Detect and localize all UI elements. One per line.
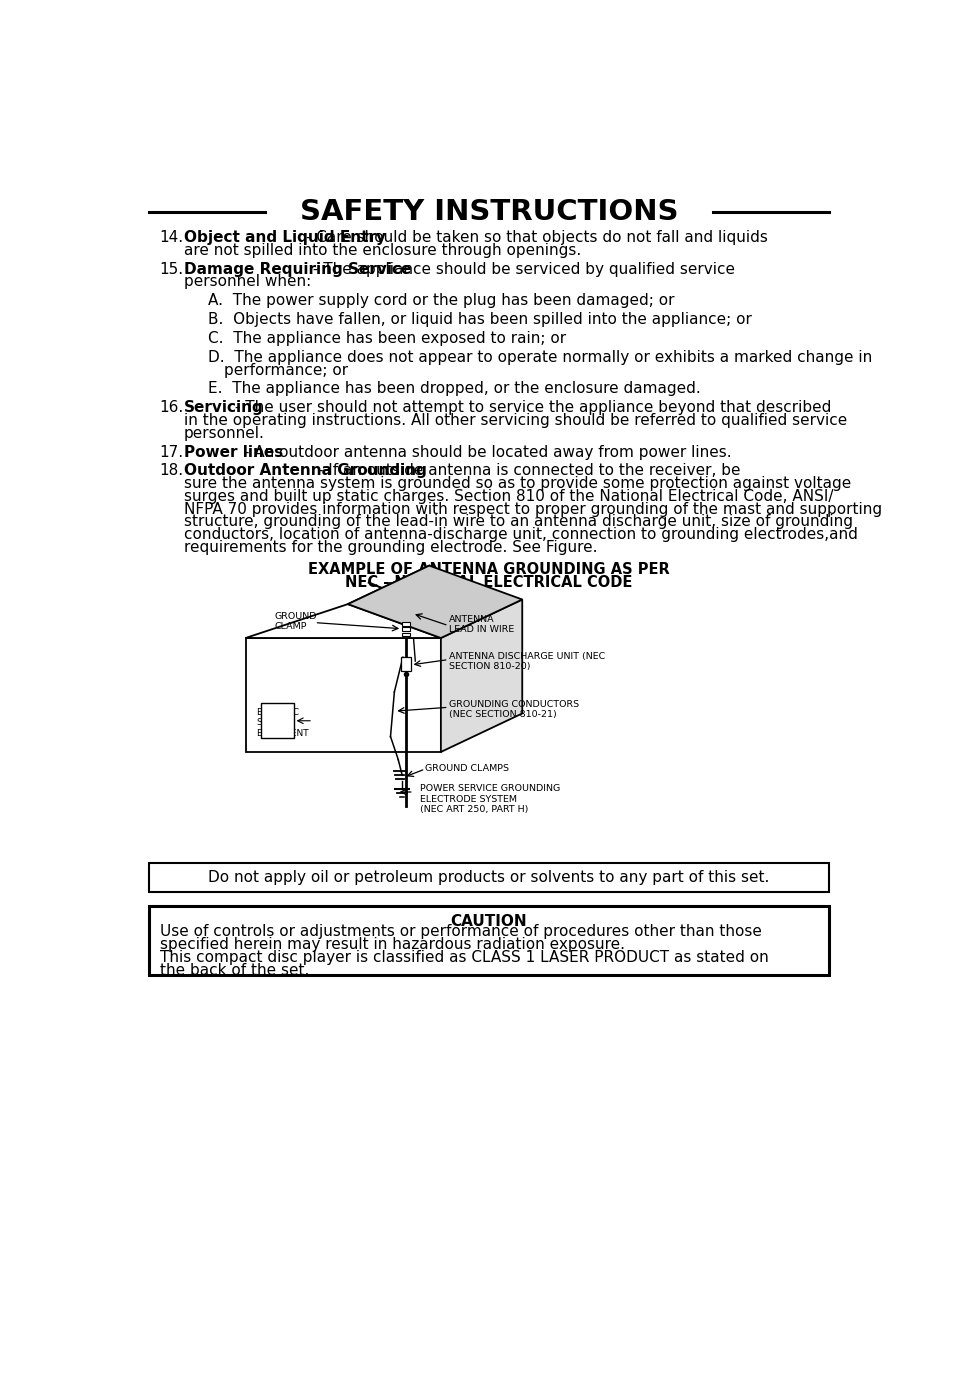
Text: B.  Objects have fallen, or liquid has been spilled into the appliance; or: B. Objects have fallen, or liquid has be… xyxy=(208,312,752,327)
Text: performance; or: performance; or xyxy=(224,363,348,377)
Bar xyxy=(149,863,828,892)
Text: - An outdoor antenna should be located away from power lines.: - An outdoor antenna should be located a… xyxy=(239,444,731,459)
Text: Power lines: Power lines xyxy=(183,444,282,459)
Text: 16.: 16. xyxy=(159,401,184,415)
Text: 18.: 18. xyxy=(159,464,184,479)
Text: Outdoor Antenna Grounding: Outdoor Antenna Grounding xyxy=(183,464,426,479)
Text: requirements for the grounding electrode. See Figure.: requirements for the grounding electrode… xyxy=(183,540,597,555)
Text: - If an outside antenna is connected to the receiver, be: - If an outside antenna is connected to … xyxy=(313,464,740,479)
Text: GROUND CLAMPS: GROUND CLAMPS xyxy=(425,763,509,773)
Text: ANTENNA
LEAD IN WIRE: ANTENNA LEAD IN WIRE xyxy=(448,615,514,635)
Bar xyxy=(149,906,828,976)
Text: GROUND
CLAMP: GROUND CLAMP xyxy=(274,612,316,631)
Text: 17.: 17. xyxy=(159,444,184,459)
Text: 14.: 14. xyxy=(159,230,184,245)
Text: SAFETY INSTRUCTIONS: SAFETY INSTRUCTIONS xyxy=(299,198,678,226)
Text: personnel when:: personnel when: xyxy=(183,274,311,290)
Polygon shape xyxy=(348,565,521,638)
Polygon shape xyxy=(245,604,440,638)
Bar xyxy=(402,622,410,625)
Text: ELECTRIC
SERVICE
EQUIPMENT: ELECTRIC SERVICE EQUIPMENT xyxy=(256,709,309,738)
Text: POWER SERVICE GROUNDING
ELECTRODE SYSTEM
(NEC ART 250, PART H): POWER SERVICE GROUNDING ELECTRODE SYSTEM… xyxy=(419,784,559,814)
Text: personnel.: personnel. xyxy=(183,426,264,441)
Text: - The user should not attempt to service the appliance beyond that described: - The user should not attempt to service… xyxy=(230,401,831,415)
Text: structure, grounding of the lead-in wire to an antenna discharge unit, size of g: structure, grounding of the lead-in wire… xyxy=(183,514,852,529)
Text: sure the antenna system is grounded so as to provide some protection against vol: sure the antenna system is grounded so a… xyxy=(183,476,850,491)
Text: 15.: 15. xyxy=(159,262,184,277)
Text: surges and built up static charges. Section 810 of the National Electrical Code,: surges and built up static charges. Sect… xyxy=(183,489,832,504)
Text: are not spilled into the enclosure through openings.: are not spilled into the enclosure throu… xyxy=(183,242,580,258)
Bar xyxy=(402,628,410,631)
Text: ANTENNA DISCHARGE UNIT (NEC
SECTION 810-20): ANTENNA DISCHARGE UNIT (NEC SECTION 810-… xyxy=(448,651,604,671)
Text: the back of the set.: the back of the set. xyxy=(159,962,309,977)
Text: Use of controls or adjustments or performance of procedures other than those: Use of controls or adjustments or perfor… xyxy=(159,924,760,940)
Text: D.  The appliance does not appear to operate normally or exhibits a marked chang: D. The appliance does not appear to oper… xyxy=(208,349,872,365)
Text: - The appliance should be serviced by qualified service: - The appliance should be serviced by qu… xyxy=(307,262,734,277)
Bar xyxy=(402,632,410,636)
Text: This compact disc player is classified as CLASS 1 LASER PRODUCT as stated on: This compact disc player is classified a… xyxy=(159,949,767,965)
Text: C.  The appliance has been exposed to rain; or: C. The appliance has been exposed to rai… xyxy=(208,331,566,347)
Text: E.  The appliance has been dropped, or the enclosure damaged.: E. The appliance has been dropped, or th… xyxy=(208,381,700,397)
Text: Do not apply oil or petroleum products or solvents to any part of this set.: Do not apply oil or petroleum products o… xyxy=(208,870,769,885)
Bar xyxy=(261,703,294,738)
Text: Servicing: Servicing xyxy=(183,401,263,415)
Text: in the operating instructions. All other servicing should be referred to qualifi: in the operating instructions. All other… xyxy=(183,413,846,429)
Text: conductors, location of antenna-discharge unit, connection to grounding electrod: conductors, location of antenna-discharg… xyxy=(183,528,857,541)
Text: GROUNDING CONDUCTORS
(NEC SECTION 810-21): GROUNDING CONDUCTORS (NEC SECTION 810-21… xyxy=(448,700,578,720)
Polygon shape xyxy=(245,638,440,752)
Text: A.  The power supply cord or the plug has been damaged; or: A. The power supply cord or the plug has… xyxy=(208,294,674,308)
Text: specified herein may result in hazardous radiation exposure.: specified herein may result in hazardous… xyxy=(159,937,624,952)
Text: NFPA 70 provides information with respect to proper grounding of the mast and su: NFPA 70 provides information with respec… xyxy=(183,501,881,516)
Bar xyxy=(401,657,410,671)
Text: EXAMPLE OF ANTENNA GROUNDING AS PER: EXAMPLE OF ANTENNA GROUNDING AS PER xyxy=(308,561,669,576)
Text: Object and Liquid Entry: Object and Liquid Entry xyxy=(183,230,385,245)
Text: CAUTION: CAUTION xyxy=(450,913,527,928)
Text: - Care should be taken so that objects do not fall and liquids: - Care should be taken so that objects d… xyxy=(301,230,767,245)
Text: Damage Requiring Service: Damage Requiring Service xyxy=(183,262,411,277)
Text: NEC - NATIONAL ELECTRICAL CODE: NEC - NATIONAL ELECTRICAL CODE xyxy=(345,575,632,590)
Polygon shape xyxy=(440,600,521,752)
